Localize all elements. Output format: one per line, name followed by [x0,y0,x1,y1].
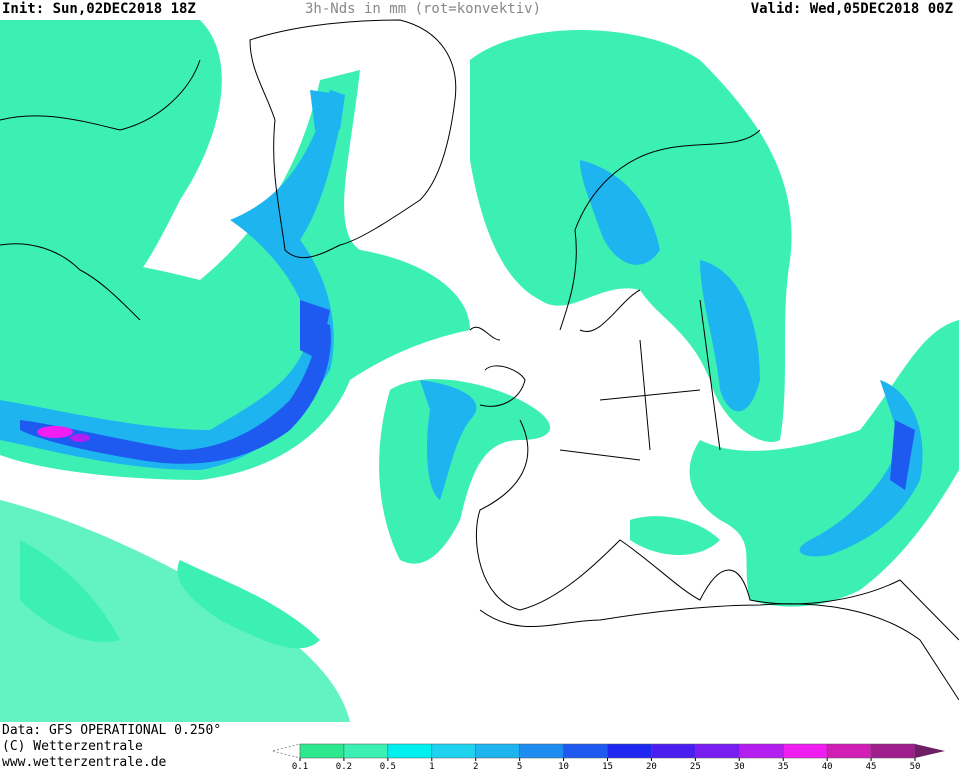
color-box [519,743,564,759]
map-title: 3h-Nds in mm (rot=konvektiv) [305,1,542,17]
color-box [870,743,916,759]
tick-label: 35 [778,762,789,770]
color-box [563,743,608,759]
tick-label: 15 [602,762,613,770]
tick-label: 1 [429,762,434,770]
valid-time: Valid: Wed,05DEC2018 00Z [750,1,953,17]
over-triangle [915,744,945,758]
color-box [431,743,476,759]
color-box [782,743,828,759]
precip-light [0,20,959,722]
under-triangle [271,743,301,759]
data-source: Data: GFS OPERATIONAL 0.250° [2,723,222,738]
tick-label: 45 [866,762,877,770]
tick-label: 25 [690,762,701,770]
color-box [826,743,872,759]
tick-label: 0.5 [380,762,396,770]
copyright: (C) Wetterzentrale [2,739,143,754]
precip-heavy [20,300,915,490]
color-box [739,743,784,759]
color-box [607,743,652,759]
website: www.wetterzentrale.de [2,755,167,770]
tick-label: 0.2 [336,762,352,770]
coastlines [0,19,959,701]
tick-label: 2 [473,762,478,770]
tick-label: 10 [558,762,569,770]
tick-label: 40 [822,762,833,770]
color-box [651,743,696,759]
tick-label: 50 [910,762,921,770]
init-time: Init: Sun,02DEC2018 18Z [2,1,196,17]
tick-label: 0.1 [292,762,308,770]
color-box [343,743,389,759]
tick-label: 20 [646,762,657,770]
precip-intense [37,426,90,442]
tick-label: 30 [734,762,745,770]
color-box [387,743,433,759]
colorbar: 0.1 0.2 0.5 1 2 5 10 15 20 25 30 35 40 45 50 [271,743,945,770]
color-box [475,743,520,759]
tick-label: 5 [517,762,522,770]
color-box [695,743,740,759]
color-box [299,743,345,759]
precipitation-map [0,19,959,722]
